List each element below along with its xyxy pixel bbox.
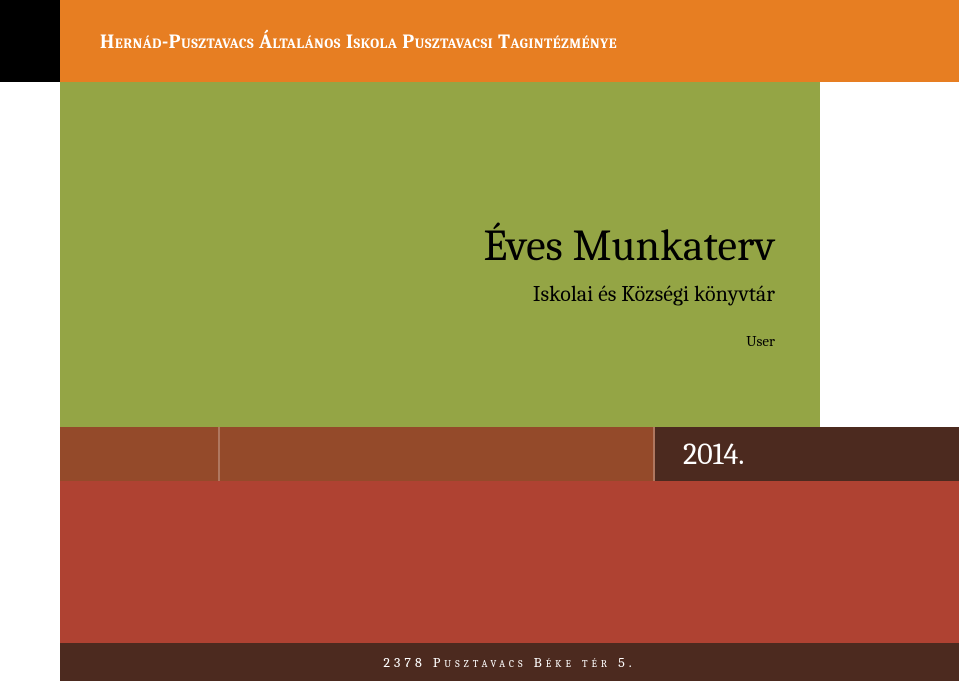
document-title: Éves Munkaterv [483,220,775,271]
left-margin [0,0,60,681]
main-area: Éves Munkaterv Iskolai és Községi könyvt… [60,82,959,681]
left-margin-bottom [0,82,60,681]
lower-block [60,481,959,643]
footer-band: 2378 Pusztavacs Béke tér 5. [60,643,959,681]
year-row-cell-2 [220,427,655,481]
institution-title: Hernád-Pusztavacs Általános Iskola Puszt… [100,30,617,53]
year-cell: 2014. [655,427,959,481]
header-band: Hernád-Pusztavacs Általános Iskola Puszt… [60,0,959,82]
year-text: 2014. [683,437,744,472]
user-label: User [746,332,775,350]
right-gutter [820,82,959,427]
year-row-cell-1 [60,427,220,481]
document-page: Hernád-Pusztavacs Általános Iskola Puszt… [0,0,959,681]
footer-address: 2378 Pusztavacs Béke tér 5. [383,654,635,671]
document-subtitle: Iskolai és Községi könyvtár [533,281,775,307]
title-block: Éves Munkaterv Iskolai és Községi könyvt… [60,82,820,427]
left-margin-top [0,0,60,82]
year-row: 2014. [60,427,959,481]
